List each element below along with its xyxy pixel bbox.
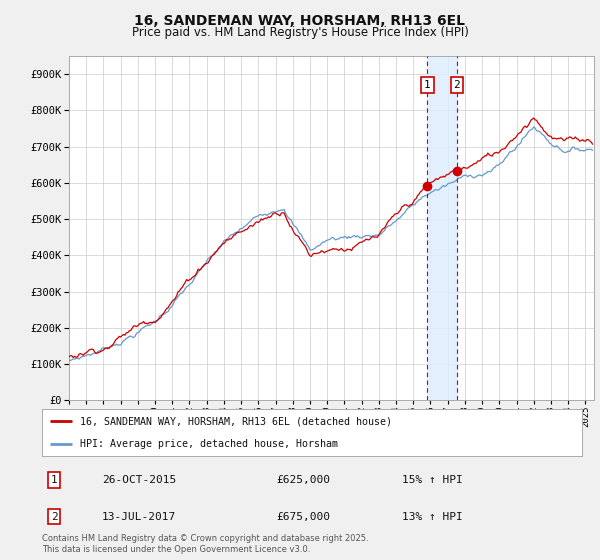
Text: £675,000: £675,000 (276, 512, 330, 521)
Text: 13-JUL-2017: 13-JUL-2017 (102, 512, 176, 521)
Text: 16, SANDEMAN WAY, HORSHAM, RH13 6EL (detached house): 16, SANDEMAN WAY, HORSHAM, RH13 6EL (det… (80, 416, 392, 426)
Text: Contains HM Land Registry data © Crown copyright and database right 2025.
This d: Contains HM Land Registry data © Crown c… (42, 534, 368, 554)
Text: 13% ↑ HPI: 13% ↑ HPI (402, 512, 463, 521)
Bar (427, 56, 457, 400)
Text: HPI: Average price, detached house, Horsham: HPI: Average price, detached house, Hors… (80, 439, 338, 449)
Text: £625,000: £625,000 (276, 475, 330, 485)
Text: 15% ↑ HPI: 15% ↑ HPI (402, 475, 463, 485)
Text: 26-OCT-2015: 26-OCT-2015 (102, 475, 176, 485)
Text: 1: 1 (424, 80, 431, 90)
Text: 2: 2 (50, 512, 58, 521)
Text: 1: 1 (50, 475, 58, 485)
Text: Price paid vs. HM Land Registry's House Price Index (HPI): Price paid vs. HM Land Registry's House … (131, 26, 469, 39)
Text: 16, SANDEMAN WAY, HORSHAM, RH13 6EL: 16, SANDEMAN WAY, HORSHAM, RH13 6EL (134, 14, 466, 28)
Text: 2: 2 (454, 80, 460, 90)
